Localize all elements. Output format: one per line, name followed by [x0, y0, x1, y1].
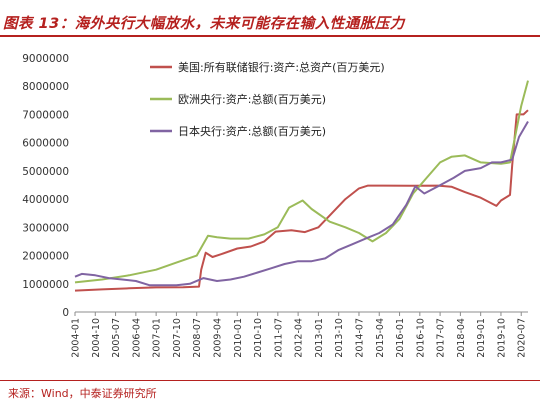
- x-tick-label: 2007-10: [172, 318, 183, 358]
- source-note: 来源：Wind，中泰证券研究所: [8, 387, 157, 400]
- y-tick-label: 7000000: [22, 109, 69, 121]
- y-tick-label: 3000000: [22, 222, 69, 234]
- x-tick-label: 2019-10: [496, 318, 507, 358]
- y-tick-label: 6000000: [22, 138, 69, 150]
- x-tick-label: 2017-07: [436, 318, 447, 358]
- y-tick-label: 0: [62, 307, 69, 319]
- x-tick-label: 2012-04: [294, 318, 305, 358]
- x-tick-label: 2010-01: [233, 318, 244, 358]
- x-tick-label: 2008-07: [192, 318, 203, 358]
- y-tick-label: 4000000: [22, 194, 69, 206]
- y-tick-label: 5000000: [22, 166, 69, 178]
- y-tick-label: 2000000: [22, 251, 69, 263]
- legend-label-3: 日本央行:资产:总额(百万美元): [178, 124, 326, 138]
- title-divider: [0, 35, 540, 37]
- y-tick-label: 8000000: [22, 81, 69, 93]
- x-tick-label: 2018-04: [456, 318, 467, 358]
- chart-axes: 0 1000000 2000000 3000000 4000000 5000000 6000…: [22, 53, 528, 358]
- chart-title: 图表 13：海外央行大幅放水，未来可能存在输入性通胀压力: [3, 16, 405, 32]
- x-tick-label: 2004-01: [71, 318, 82, 358]
- x-tick-label: 2005-07: [111, 318, 122, 358]
- x-tick-label: 2006-04: [131, 318, 142, 358]
- x-tick-label: 2016-01: [395, 318, 406, 358]
- line-chart: 0 1000000 2000000 3000000 4000000 5000000 6000…: [22, 53, 529, 358]
- x-tick-label: 2010-10: [253, 318, 264, 358]
- x-tick-label: 2016-10: [415, 318, 426, 358]
- series-line-3: [74, 120, 529, 287]
- x-tick-label: 2014-07: [354, 318, 365, 358]
- y-tick-label: 9000000: [22, 53, 69, 65]
- title-bar: 图表 13：海外央行大幅放水，未来可能存在输入性通胀压力: [0, 10, 540, 37]
- x-tick-label: 2013-01: [314, 318, 325, 358]
- y-tick-label: 1000000: [22, 279, 69, 291]
- x-tick-label: 2007-01: [152, 318, 163, 358]
- x-tick-label: 2011-07: [273, 318, 284, 358]
- x-tick-label: 2019-01: [476, 318, 487, 358]
- x-tick-label: 2004-10: [91, 318, 102, 358]
- x-tick-label: 2009-04: [212, 318, 223, 358]
- series-line-2: [74, 80, 529, 284]
- chart-legend: 美国:所有联储银行:资产:总资产(百万美元) 欧洲央行:资产:总额(百万美元) 日本…: [150, 60, 385, 138]
- chart-series-lines: [74, 80, 529, 292]
- x-tick-label: 2020-07: [517, 318, 528, 358]
- legend-label-2: 欧洲央行:资产:总额(百万美元): [178, 92, 326, 106]
- x-tick-label: 2015-04: [375, 318, 386, 358]
- source-divider: [0, 380, 540, 381]
- series-line-1: [74, 109, 529, 292]
- x-tick-label: 2013-10: [334, 318, 345, 358]
- legend-label-1: 美国:所有联储银行:资产:总资产(百万美元): [178, 60, 385, 74]
